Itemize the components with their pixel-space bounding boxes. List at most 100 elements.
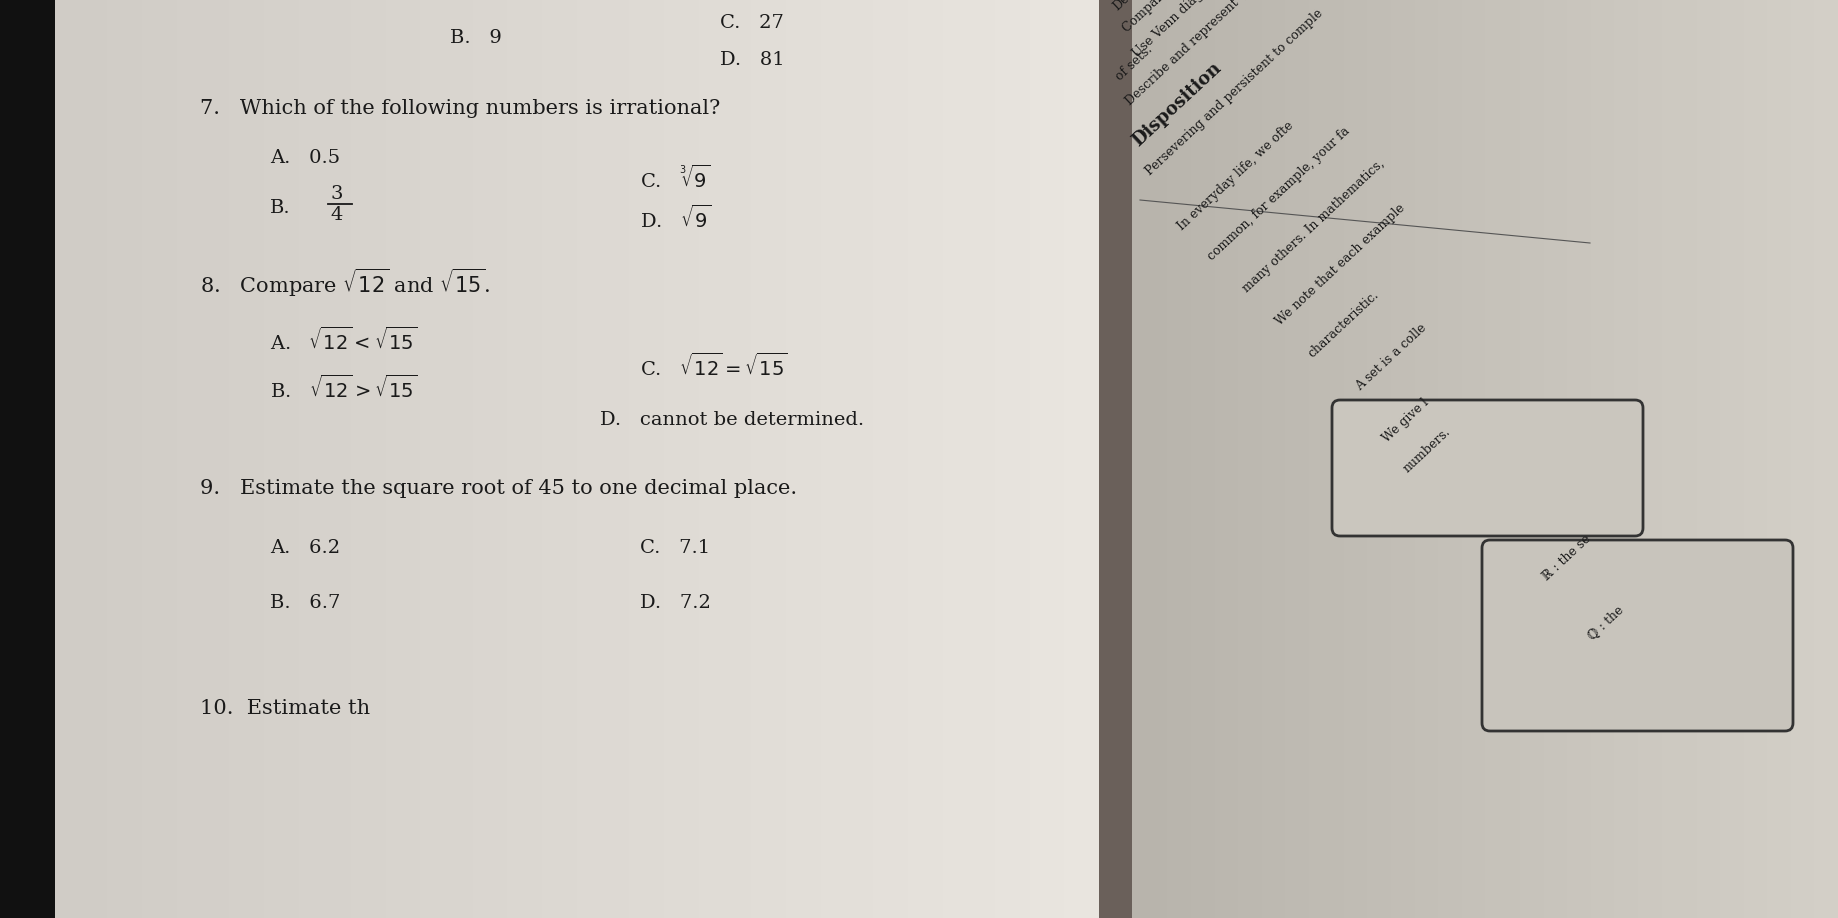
- Text: common, for example, your fa: common, for example, your fa: [1206, 124, 1353, 263]
- Polygon shape: [698, 0, 717, 918]
- Polygon shape: [1180, 0, 1191, 918]
- Polygon shape: [733, 0, 752, 918]
- Polygon shape: [491, 0, 507, 918]
- Text: In everyday life, we ofte: In everyday life, we ofte: [1176, 118, 1296, 233]
- Polygon shape: [1651, 0, 1662, 918]
- Text: A.   $\sqrt{12} < \sqrt{15}$: A. $\sqrt{12} < \sqrt{15}$: [270, 327, 417, 353]
- Polygon shape: [1274, 0, 1285, 918]
- Polygon shape: [787, 0, 803, 918]
- Text: characteristic.: characteristic.: [1305, 287, 1382, 360]
- Polygon shape: [1250, 0, 1261, 918]
- Polygon shape: [1627, 0, 1638, 918]
- Text: B.   9: B. 9: [450, 29, 502, 47]
- Text: B.   $\sqrt{12} > \sqrt{15}$: B. $\sqrt{12} > \sqrt{15}$: [270, 375, 417, 402]
- Polygon shape: [195, 0, 211, 918]
- Polygon shape: [1285, 0, 1298, 918]
- Polygon shape: [612, 0, 629, 918]
- Polygon shape: [176, 0, 195, 918]
- Polygon shape: [1099, 0, 1132, 918]
- Polygon shape: [1415, 0, 1426, 918]
- Text: C.   27: C. 27: [720, 14, 783, 32]
- Polygon shape: [1474, 0, 1485, 918]
- Polygon shape: [1696, 0, 1709, 918]
- Polygon shape: [664, 0, 682, 918]
- Polygon shape: [873, 0, 890, 918]
- Polygon shape: [1215, 0, 1226, 918]
- Text: B.: B.: [270, 199, 290, 217]
- Polygon shape: [890, 0, 908, 918]
- Polygon shape: [925, 0, 943, 918]
- Polygon shape: [855, 0, 873, 918]
- Polygon shape: [1568, 0, 1579, 918]
- Polygon shape: [437, 0, 456, 918]
- Polygon shape: [1673, 0, 1685, 918]
- Polygon shape: [647, 0, 664, 918]
- Polygon shape: [1029, 0, 1048, 918]
- Polygon shape: [943, 0, 959, 918]
- Polygon shape: [1544, 0, 1555, 918]
- Polygon shape: [1720, 0, 1731, 918]
- Text: C.   $\sqrt{12} = \sqrt{15}$: C. $\sqrt{12} = \sqrt{15}$: [640, 353, 789, 380]
- Polygon shape: [386, 0, 403, 918]
- Text: 8.   Compare $\sqrt{12}$ and $\sqrt{15}$.: 8. Compare $\sqrt{12}$ and $\sqrt{15}$.: [200, 267, 491, 299]
- Polygon shape: [456, 0, 472, 918]
- Polygon shape: [1261, 0, 1274, 918]
- Polygon shape: [1013, 0, 1029, 918]
- Polygon shape: [1744, 0, 1755, 918]
- Polygon shape: [978, 0, 994, 918]
- Polygon shape: [1378, 0, 1391, 918]
- Polygon shape: [0, 0, 55, 918]
- Polygon shape: [1579, 0, 1592, 918]
- Polygon shape: [1367, 0, 1378, 918]
- Polygon shape: [55, 0, 72, 918]
- FancyBboxPatch shape: [1481, 540, 1794, 731]
- Text: 7.   Which of the following numbers is irrational?: 7. Which of the following numbers is irr…: [200, 98, 720, 118]
- Polygon shape: [994, 0, 1013, 918]
- Polygon shape: [1520, 0, 1533, 918]
- Polygon shape: [1533, 0, 1544, 918]
- FancyBboxPatch shape: [1333, 400, 1643, 536]
- Polygon shape: [1298, 0, 1309, 918]
- Polygon shape: [594, 0, 612, 918]
- Text: D.   $\sqrt{9}$: D. $\sqrt{9}$: [640, 205, 711, 231]
- Polygon shape: [1827, 0, 1838, 918]
- Text: C.   7.1: C. 7.1: [640, 539, 709, 557]
- Polygon shape: [768, 0, 787, 918]
- Polygon shape: [1202, 0, 1215, 918]
- Polygon shape: [1064, 0, 1083, 918]
- Polygon shape: [1344, 0, 1356, 918]
- Polygon shape: [1685, 0, 1696, 918]
- Polygon shape: [211, 0, 230, 918]
- Polygon shape: [1461, 0, 1474, 918]
- Polygon shape: [507, 0, 526, 918]
- Text: Compare th: Compare th: [1121, 0, 1184, 35]
- Polygon shape: [822, 0, 838, 918]
- Polygon shape: [1048, 0, 1064, 918]
- Polygon shape: [1437, 0, 1450, 918]
- Polygon shape: [1391, 0, 1402, 918]
- Polygon shape: [1402, 0, 1415, 918]
- Text: D.   81: D. 81: [720, 51, 785, 69]
- Polygon shape: [1731, 0, 1744, 918]
- Text: 9.   Estimate the square root of 45 to one decimal place.: 9. Estimate the square root of 45 to one…: [200, 478, 798, 498]
- Text: numbers.: numbers.: [1401, 425, 1454, 475]
- Polygon shape: [1309, 0, 1320, 918]
- Polygon shape: [265, 0, 281, 918]
- Text: D.   7.2: D. 7.2: [640, 594, 711, 612]
- Polygon shape: [1662, 0, 1673, 918]
- Polygon shape: [160, 0, 176, 918]
- Polygon shape: [230, 0, 246, 918]
- Text: ℝ : the se: ℝ : the se: [1540, 532, 1594, 583]
- Polygon shape: [1790, 0, 1803, 918]
- Text: B.   6.7: B. 6.7: [270, 594, 340, 612]
- Polygon shape: [1191, 0, 1202, 918]
- Text: 3: 3: [331, 185, 342, 203]
- Polygon shape: [542, 0, 559, 918]
- Polygon shape: [403, 0, 421, 918]
- Polygon shape: [1603, 0, 1614, 918]
- Polygon shape: [1167, 0, 1180, 918]
- Polygon shape: [1333, 0, 1344, 918]
- Text: We give l: We give l: [1380, 396, 1432, 444]
- Polygon shape: [142, 0, 160, 918]
- Polygon shape: [629, 0, 647, 918]
